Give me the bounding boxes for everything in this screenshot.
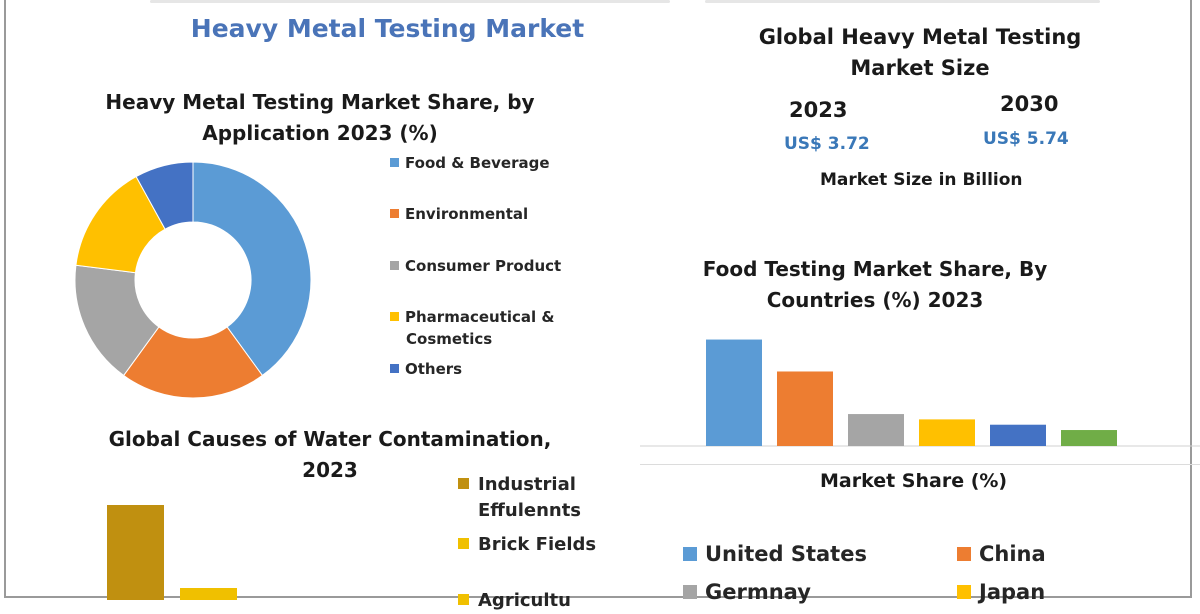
section-divider <box>640 464 1200 465</box>
food-title-line2: Countries (%) 2023 <box>766 288 984 312</box>
donut-slice-environmental <box>122 326 264 399</box>
donut-chart <box>74 161 312 399</box>
food-bar-series-6 <box>1061 430 1117 446</box>
food-testing-bar-chart <box>640 339 1200 447</box>
donut-legend-item-consumer-product: Consumer Product <box>390 255 561 277</box>
water-bar-industrial-effulennts <box>107 505 164 600</box>
legend-label: Consumer Product <box>405 257 562 275</box>
water-legend-item-agriculture: Agricultu <box>458 588 571 614</box>
donut-title-line2: Application 2023 (%) <box>202 121 438 145</box>
legend-label: Brick Fields <box>478 534 597 555</box>
value-2030: US$ 5.74 <box>983 129 1069 149</box>
donut-title-line1: Heavy Metal Testing Market Share, by <box>105 90 535 114</box>
market-size-title-line2: Market Size <box>850 56 990 80</box>
food-bar-japan <box>919 419 975 446</box>
food-legend-item-united-states: United States <box>683 540 867 568</box>
legend-swatch <box>458 478 469 489</box>
food-legend-item-china: China <box>957 540 1046 568</box>
legend-swatch <box>390 209 399 218</box>
legend-label: Cosmetics <box>406 330 493 348</box>
legend-label: Japan <box>979 580 1046 604</box>
water-contamination-title: Global Causes of Water Contamination, 20… <box>80 424 580 486</box>
legend-swatch <box>683 547 697 561</box>
water-legend-item-industrial-effulennts: Industrial Effulennts <box>458 472 581 524</box>
legend-swatch <box>458 538 469 549</box>
value-2023: US$ 3.72 <box>784 134 870 154</box>
food-bar-united-states <box>706 339 762 446</box>
market-size-title: Global Heavy Metal Testing Market Size <box>730 22 1110 84</box>
water-bar-brick-fields <box>180 588 237 600</box>
food-bar-china <box>777 371 833 446</box>
legend-label: Pharmaceutical & <box>405 308 555 326</box>
legend-label: Environmental <box>405 205 529 223</box>
legend-label: Industrial <box>478 474 576 495</box>
market-size-caption: Market Size in Billion <box>820 170 1023 190</box>
legend-label: Effulennts <box>478 500 582 521</box>
water-title-line2: 2023 <box>302 458 358 482</box>
donut-slice-food-beverage <box>192 161 312 377</box>
legend-swatch <box>390 312 399 321</box>
legend-swatch <box>390 158 399 167</box>
legend-label: Agricultu <box>478 590 571 611</box>
food-testing-title: Food Testing Market Share, By Countries … <box>680 254 1070 316</box>
legend-swatch <box>957 585 971 599</box>
donut-legend-item-environmental: Environmental <box>390 203 528 225</box>
market-size-title-line1: Global Heavy Metal Testing <box>758 25 1082 49</box>
legend-swatch <box>683 585 697 599</box>
donut-chart-title: Heavy Metal Testing Market Share, by App… <box>60 87 580 149</box>
legend-label: Others <box>405 360 463 378</box>
top-divider <box>705 0 1100 3</box>
donut-legend-item-others: Others <box>390 358 462 380</box>
donut-slice-others <box>135 161 194 230</box>
food-bar-germnay <box>848 414 904 446</box>
legend-label: United States <box>705 542 867 566</box>
water-contamination-bar-chart <box>107 505 237 600</box>
food-x-axis-label: Market Share (%) <box>820 470 1008 492</box>
legend-swatch <box>390 364 399 373</box>
donut-legend-item-pharmaceutical-cosmetics: Pharmaceutical & Cosmetics <box>390 306 554 350</box>
top-divider <box>150 0 670 3</box>
legend-label: Germnay <box>705 580 811 604</box>
food-legend-item-japan: Japan <box>957 578 1045 606</box>
food-title-line1: Food Testing Market Share, By <box>702 257 1048 281</box>
legend-swatch <box>390 261 399 270</box>
year-2030: 2030 <box>1000 92 1059 116</box>
donut-legend-item-food-beverage: Food & Beverage <box>390 152 550 174</box>
water-legend-item-brick-fields: Brick Fields <box>458 532 596 558</box>
water-title-line1: Global Causes of Water Contamination, <box>108 427 552 451</box>
food-legend-item-germnay: Germnay <box>683 578 811 606</box>
infographic-frame <box>4 0 1192 598</box>
year-2023: 2023 <box>789 98 848 122</box>
legend-label: Food & Beverage <box>405 154 550 172</box>
food-bar-series-5 <box>990 424 1046 446</box>
main-title: Heavy Metal Testing Market <box>190 14 585 43</box>
legend-swatch <box>957 547 971 561</box>
legend-label: China <box>979 542 1046 566</box>
